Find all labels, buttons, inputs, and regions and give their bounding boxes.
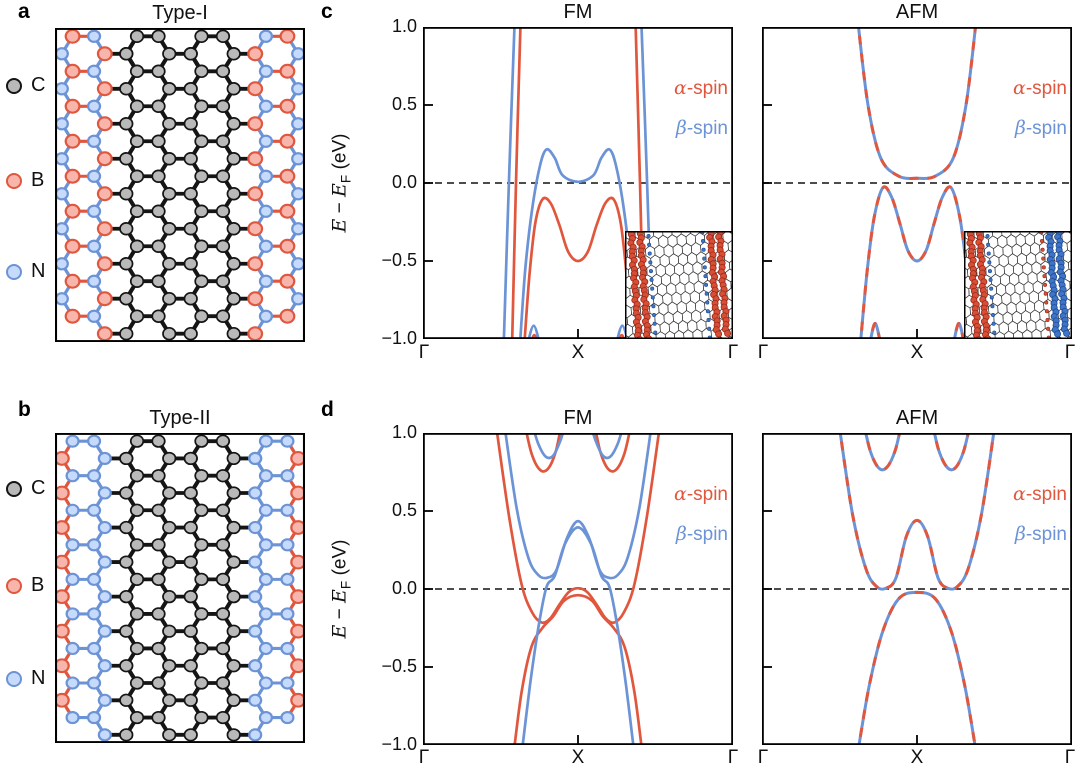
panel-label-a: a [18, 0, 30, 23]
carbon-atom-icon [6, 480, 22, 497]
x-tick-x: X [910, 342, 924, 363]
band-title-d-fm: FM [563, 407, 593, 429]
boron-atom-icon [6, 172, 22, 189]
x-tick-gamma: Γ [418, 342, 430, 363]
panel-label-d: d [321, 398, 334, 421]
atom-legend-label: N [31, 260, 46, 282]
type1-title: Type-I [152, 2, 208, 24]
band-plot-d-fm [423, 433, 733, 745]
atom-legend-label: C [31, 74, 46, 96]
alpha-spin-legend: α-spin [1012, 483, 1067, 505]
beta-spin-legend: β-spin [1014, 117, 1067, 139]
beta-spin-legend: β-spin [675, 117, 728, 139]
nitrogen-atom-icon [6, 670, 22, 687]
y-tick-label: 0.5 [391, 500, 417, 520]
beta-spin-legend: β-spin [1014, 523, 1067, 545]
afm-spin-density-inset [964, 231, 1072, 339]
type2-title: Type-II [149, 407, 211, 429]
x-tick-gamma: Γ [418, 747, 430, 768]
type1-structure-lattice [55, 28, 305, 342]
atom-legend-item-boron: B [6, 574, 44, 597]
x-tick-gamma: Γ [727, 342, 739, 363]
atom-legend-item-nitrogen: N [6, 667, 45, 690]
x-tick-gamma: Γ [1064, 342, 1076, 363]
beta-spin-legend: β-spin [675, 523, 728, 545]
nitrogen-atom-icon [6, 263, 22, 280]
panel-label-b: b [18, 398, 31, 421]
boron-atom-icon [6, 577, 22, 594]
alpha-spin-legend: α-spin [673, 77, 728, 99]
atom-legend-label: B [31, 169, 45, 191]
band-plot-c-afm [762, 27, 1072, 339]
y-tick-label: 0.0 [391, 578, 417, 598]
x-tick-gamma: Γ [1064, 747, 1076, 768]
band-plot-d-afm [762, 433, 1072, 745]
x-tick-gamma: Γ [727, 747, 739, 768]
alpha-spin-legend: α-spin [673, 483, 728, 505]
y-tick-label: 1.0 [391, 422, 417, 442]
y-axis-label: E − EF (eV) [328, 133, 354, 233]
atom-legend-item-nitrogen: N [6, 260, 45, 283]
y-tick-label: 1.0 [391, 16, 417, 36]
atom-legend-item-carbon: C [6, 477, 45, 500]
atom-legend-label: B [31, 574, 45, 596]
y-tick-label: −1.0 [381, 328, 417, 348]
panel-label-c: c [321, 0, 333, 23]
atom-legend-item-carbon: C [6, 74, 45, 97]
y-tick-label: −0.5 [381, 250, 417, 270]
band-title-c-fm: FM [563, 1, 593, 23]
alpha-spin-legend: α-spin [1012, 77, 1067, 99]
type2-structure-lattice [55, 433, 305, 743]
band-title-c-afm: AFM [895, 1, 939, 23]
y-tick-label: −1.0 [381, 734, 417, 754]
y-tick-label: 0.5 [391, 94, 417, 114]
x-tick-x: X [571, 342, 585, 363]
atom-legend-item-boron: B [6, 169, 44, 192]
x-tick-x: X [910, 747, 924, 768]
band-title-d-afm: AFM [895, 407, 939, 429]
y-tick-label: −0.5 [381, 656, 417, 676]
x-tick-gamma: Γ [757, 747, 769, 768]
carbon-atom-icon [6, 77, 22, 94]
atom-legend-label: C [31, 477, 46, 499]
fm-spin-density-inset [625, 231, 733, 339]
atom-legend-label: N [31, 667, 46, 689]
y-tick-label: 0.0 [391, 172, 417, 192]
y-axis-label: E − EF (eV) [328, 539, 354, 639]
x-tick-x: X [571, 747, 585, 768]
x-tick-gamma: Γ [757, 342, 769, 363]
